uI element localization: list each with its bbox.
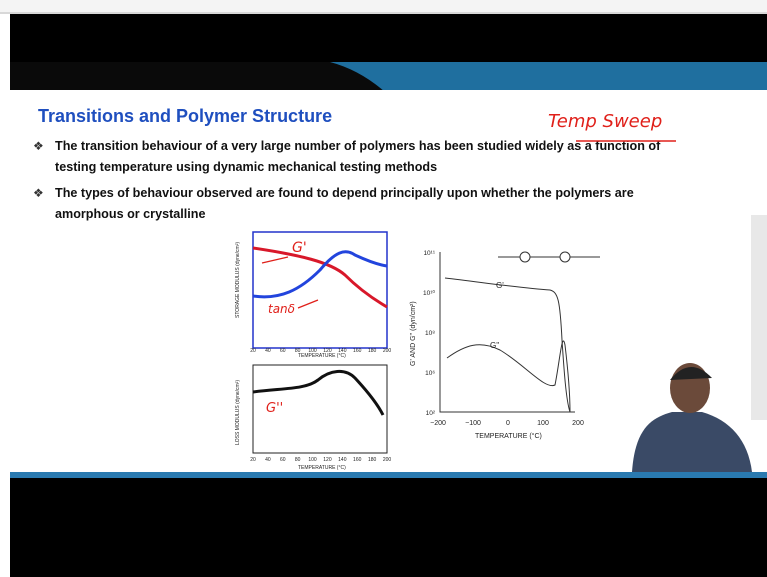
- axis-label: LOSS MODULUS (dyne/cm²): [235, 380, 241, 445]
- handwriting: G'': [266, 401, 283, 416]
- tick-label: 60: [280, 457, 286, 463]
- tick-label: 120: [323, 348, 332, 354]
- bullet-text: testing temperature using dynamic mechan…: [55, 160, 437, 174]
- handwriting: Temp Sweep: [548, 111, 662, 132]
- tick-label: 140: [338, 457, 347, 463]
- axis-label: TEMPERATURE (°C): [298, 465, 346, 471]
- tick-label: −200: [430, 420, 446, 427]
- tick-label: 100: [308, 457, 317, 463]
- tick-label: 160: [353, 457, 362, 463]
- tick-label: 180: [368, 457, 377, 463]
- tick-label: 10⁶: [425, 370, 435, 377]
- tick-label: 10¹¹: [423, 250, 435, 257]
- handwriting: G': [292, 240, 307, 256]
- tick-label: 120: [323, 457, 332, 463]
- tick-label: 40: [265, 348, 271, 354]
- tick-label: 10⁸: [425, 330, 435, 337]
- axis-label: G' AND G'' (dyn/cm²): [410, 301, 417, 366]
- bullet-icon: ❖: [33, 139, 44, 153]
- curve-label: G': [496, 281, 504, 290]
- tick-label: 140: [338, 348, 347, 354]
- tick-label: 200: [383, 457, 392, 463]
- tick-label: 100: [537, 420, 549, 427]
- tick-label: 200: [572, 420, 584, 427]
- tick-label: 100: [308, 348, 317, 354]
- plot-frame: [253, 232, 387, 348]
- tick-label: 200: [383, 348, 392, 354]
- tick-label: −100: [465, 420, 481, 427]
- curve-label: G'': [490, 341, 500, 350]
- slide-footer-band: [10, 472, 767, 478]
- pen-toolbar[interactable]: [751, 215, 767, 420]
- tick-label: 80: [295, 457, 301, 463]
- tick-label: 10¹⁰: [423, 289, 435, 297]
- axis-label: TEMPERATURE (°C): [475, 432, 542, 440]
- tick-label: 20: [250, 348, 256, 354]
- tick-label: 0: [506, 420, 510, 427]
- bullet-text: amorphous or crystalline: [55, 207, 205, 221]
- handwriting: tanδ: [268, 302, 295, 316]
- tick-label: 10²: [426, 410, 436, 417]
- tick-label: 180: [368, 348, 377, 354]
- header-shape: [10, 62, 385, 92]
- page: Transitions and Polymer Structure ❖ The …: [0, 0, 767, 577]
- top-bar: [0, 0, 767, 14]
- tick-label: 40: [265, 457, 271, 463]
- tick-label: 20: [250, 457, 256, 463]
- axis-label: STORAGE MODULUS (dyne/cm²): [235, 242, 241, 318]
- video-screen: Transitions and Polymer Structure ❖ The …: [0, 0, 767, 577]
- tick-label: 160: [353, 348, 362, 354]
- bullet-text: The types of behaviour observed are foun…: [55, 186, 634, 200]
- slide-title: Transitions and Polymer Structure: [38, 106, 332, 126]
- tick-label: 60: [280, 348, 286, 354]
- tick-label: 80: [295, 348, 301, 354]
- bullet-text: The transition behaviour of a very large…: [55, 139, 661, 153]
- bullet-icon: ❖: [33, 186, 44, 200]
